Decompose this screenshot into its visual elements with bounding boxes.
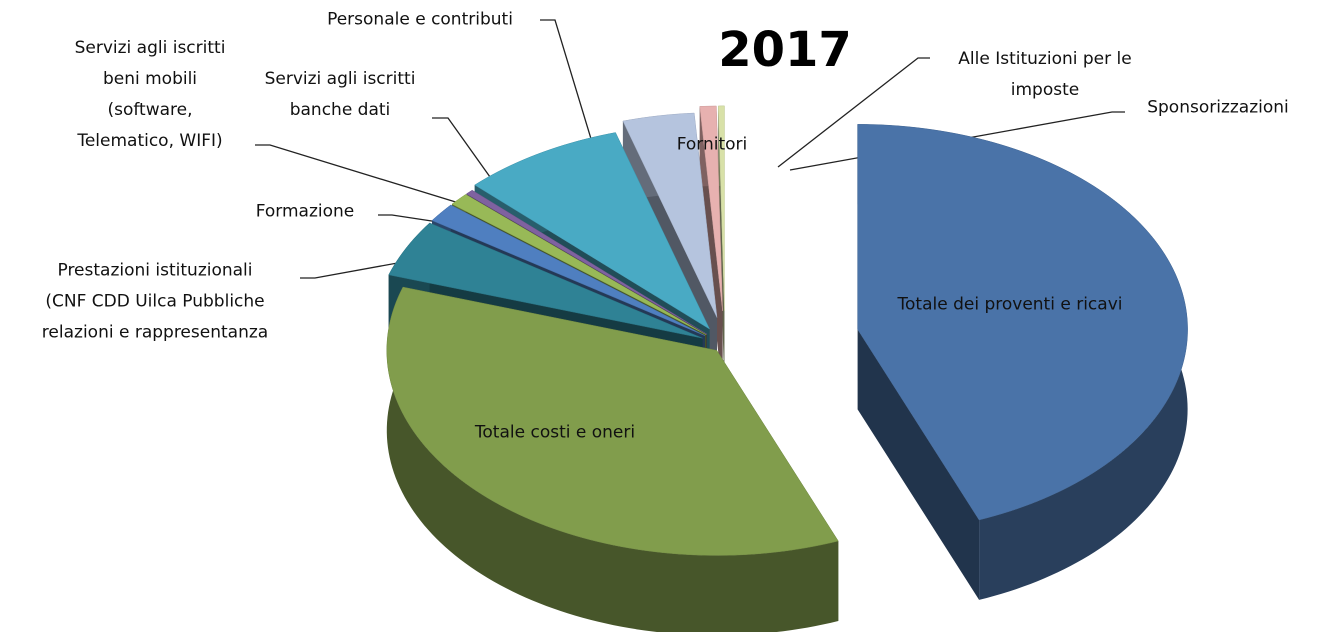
slice-label: Servizi agli iscritti banche dati [264, 69, 416, 120]
slice-label: Prestazioni istituzionali (CNF CDD Uilca… [41, 260, 269, 343]
slice-side [386, 287, 839, 632]
slice-wall [857, 329, 980, 600]
leader-line [255, 144, 499, 216]
slice-label: Personale e contributi [327, 9, 513, 30]
slice-top [718, 105, 725, 311]
slice-top [431, 204, 706, 336]
slice [386, 286, 839, 632]
slice-top [386, 286, 839, 556]
slice-label: Sponsorizzazioni [1147, 97, 1289, 118]
slice-top [465, 189, 708, 335]
slice-label: Fornitori [676, 134, 748, 155]
slice-top [451, 194, 707, 335]
slice-top [622, 112, 718, 318]
slice-label: Totale dei proventi e ricavi [897, 294, 1123, 315]
chart-title: 2017 [718, 22, 852, 78]
leader-line [300, 257, 426, 279]
leader-line [777, 57, 930, 168]
leader-lines [255, 19, 1125, 279]
slice-top [474, 132, 711, 330]
slice-top [857, 124, 1188, 521]
slice-label: Totale costi e oneri [474, 422, 636, 443]
slice-label: Alle Istituzioni per le imposte [958, 49, 1132, 100]
slice-label: Formazione [255, 201, 355, 222]
leader-line [540, 19, 606, 186]
slice [718, 105, 725, 391]
slice-label: Servizi agli iscritti beni mobili (softw… [74, 38, 226, 151]
slice-top [699, 105, 723, 311]
slice [857, 124, 1188, 600]
slice-top [388, 222, 703, 339]
